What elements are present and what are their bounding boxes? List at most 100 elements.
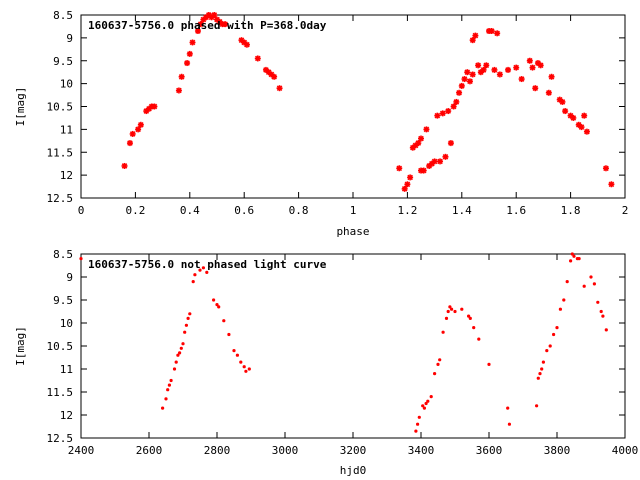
- y-tick-label: 12.5: [47, 192, 74, 205]
- data-point: [596, 300, 600, 304]
- x-tick-label: 4000: [612, 444, 639, 457]
- data-point: [175, 87, 182, 94]
- data-point: [506, 406, 510, 410]
- x-tick-label: 3600: [476, 444, 503, 457]
- data-point: [488, 28, 495, 35]
- data-point: [570, 114, 577, 121]
- data-point: [222, 319, 226, 323]
- y-axis-label: I[mag]: [14, 326, 27, 366]
- data-point: [243, 41, 250, 48]
- data-point: [601, 314, 605, 318]
- data-point: [186, 50, 193, 57]
- data-point: [602, 165, 609, 172]
- data-point: [178, 73, 185, 80]
- data-point: [589, 275, 593, 279]
- data-point: [483, 62, 490, 69]
- data-point: [491, 66, 498, 73]
- x-tick-label: 2600: [136, 444, 163, 457]
- y-tick-label: 10.5: [47, 101, 74, 114]
- data-point: [79, 257, 83, 261]
- x-tick-label: 3400: [408, 444, 435, 457]
- x-axis-label: phase: [336, 225, 369, 238]
- data-point: [437, 158, 444, 165]
- data-point: [135, 126, 142, 133]
- data-point: [441, 330, 445, 334]
- data-point: [438, 358, 442, 362]
- data-point: [461, 76, 468, 83]
- data-point: [137, 121, 144, 128]
- y-tick-label: 10: [60, 78, 73, 91]
- data-point: [540, 367, 544, 371]
- y-tick-label: 8.5: [53, 9, 73, 22]
- data-points: [121, 12, 615, 192]
- data-point: [201, 266, 205, 270]
- data-point: [126, 140, 133, 147]
- data-point: [604, 328, 608, 332]
- data-point: [572, 254, 576, 258]
- data-point: [418, 135, 424, 142]
- data-point: [537, 62, 544, 69]
- data-point: [518, 76, 525, 83]
- data-point: [423, 126, 430, 133]
- data-point: [426, 399, 430, 403]
- data-point: [578, 124, 585, 131]
- data-point: [244, 369, 248, 373]
- data-point: [442, 153, 449, 160]
- x-tick-label: 2400: [68, 444, 95, 457]
- data-point: [570, 252, 574, 256]
- data-point: [460, 307, 464, 311]
- x-tick-label: 2800: [204, 444, 231, 457]
- data-point: [129, 130, 136, 137]
- data-point: [526, 57, 533, 64]
- data-point: [577, 257, 581, 261]
- data-point: [548, 344, 552, 348]
- data-point: [453, 98, 460, 105]
- plot-frame: [80, 14, 626, 199]
- data-point: [172, 367, 177, 371]
- data-point: [416, 422, 420, 426]
- y-tick-label: 12: [60, 169, 73, 182]
- data-point: [480, 66, 487, 73]
- data-point: [552, 332, 556, 337]
- data-point: [469, 37, 476, 44]
- data-point: [565, 280, 569, 284]
- data-point: [513, 64, 520, 71]
- data-point: [181, 342, 185, 346]
- y-tick-label: 8.5: [53, 248, 73, 261]
- x-tick-label: 1: [350, 204, 357, 217]
- data-point: [599, 309, 603, 314]
- data-point: [545, 89, 552, 96]
- data-point: [447, 140, 454, 147]
- data-point: [227, 332, 231, 337]
- axis-ticks: 2400 2600 2800 3000 3200 3400 3600 3800 4000 8.5 9…: [47, 248, 639, 457]
- data-point: [464, 69, 471, 76]
- data-point: [417, 415, 421, 419]
- plot-frame: [80, 253, 626, 439]
- y-tick-label: 11: [60, 363, 73, 376]
- y-tick-label: 11: [60, 123, 73, 136]
- data-point: [242, 365, 246, 369]
- data-point: [401, 185, 408, 192]
- data-point: [235, 353, 239, 357]
- data-point: [450, 103, 457, 110]
- data-point: [496, 71, 503, 78]
- data-point: [247, 367, 251, 371]
- data-point: [186, 316, 190, 320]
- data-point: [445, 108, 452, 115]
- data-point: [420, 167, 427, 174]
- data-point: [456, 89, 463, 96]
- data-point: [548, 73, 555, 80]
- data-point: [239, 360, 243, 364]
- y-tick-label: 9.5: [53, 55, 73, 68]
- x-tick-label: 0.8: [289, 204, 309, 217]
- data-point: [429, 395, 433, 399]
- data-point: [446, 309, 450, 314]
- data-point: [189, 39, 196, 46]
- axis-ticks: 0 0.2 0.4 0.6 0.8 1 1.2 1.4 1.6 1.8 2 8.5 9 9.5 10 10.5…: [47, 9, 629, 217]
- x-tick-label: 0: [78, 204, 85, 217]
- data-point: [582, 284, 586, 288]
- data-point: [174, 360, 178, 364]
- data-point: [469, 71, 476, 78]
- data-point: [545, 349, 549, 353]
